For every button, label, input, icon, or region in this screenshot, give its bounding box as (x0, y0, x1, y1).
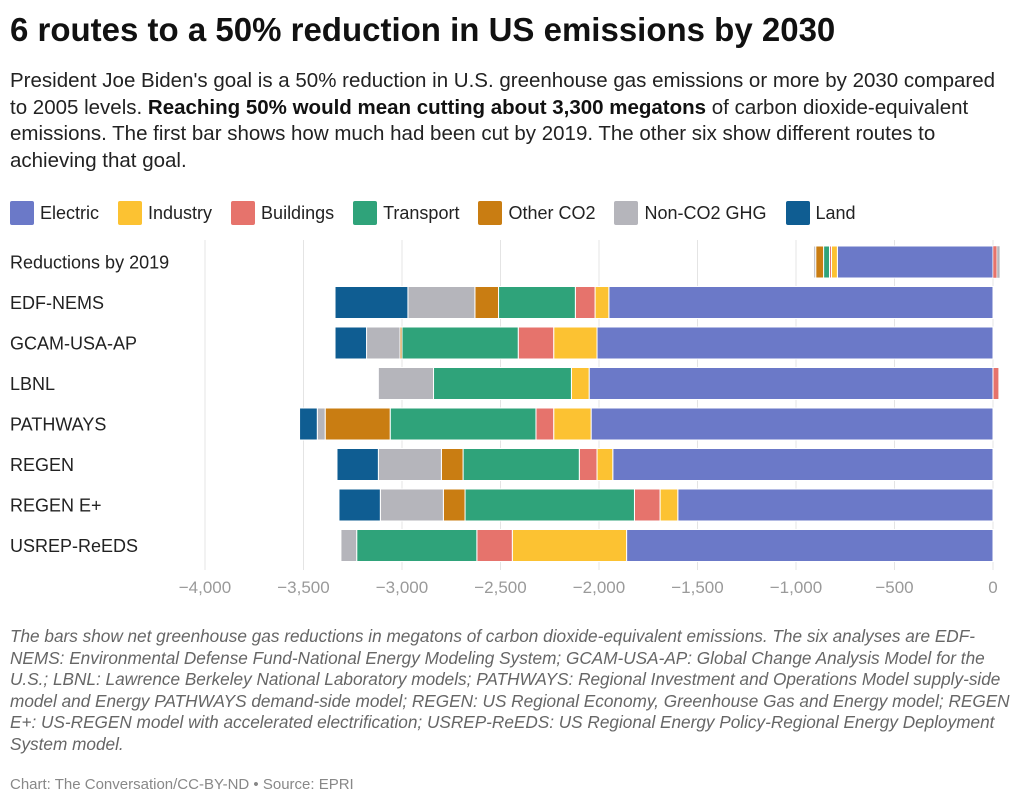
bar-segment-transport (433, 367, 572, 400)
bar-segment-buildings (574, 286, 596, 319)
category-label: PATHWAYS (10, 415, 106, 435)
bar-segment-transport (498, 286, 576, 319)
category-label: Reductions by 2019 (10, 253, 169, 273)
bar-segment-non-co2-ghg (366, 326, 401, 360)
bar-segment-buildings (992, 367, 1000, 400)
bar-segment-non-co2-ghg (996, 245, 1001, 279)
x-tick-label: −1,500 (671, 578, 723, 597)
bar-segment-non-co2-ghg (377, 367, 435, 400)
x-tick-label: −3,000 (376, 578, 428, 597)
bar-segment-electric (590, 407, 994, 441)
subtitle-text-2: of carbon dioxide-equivalent emissions. … (10, 95, 969, 172)
subtitle-bold-text: Reaching 50% would mean cutting about 3,… (147, 95, 707, 119)
bar-segment-other-co2 (474, 286, 500, 319)
category-label: REGEN (10, 455, 74, 475)
legend-label-other-co2: Other CO2 (508, 202, 596, 223)
bar-segment-industry (553, 407, 592, 441)
bar-segment-transport (823, 245, 830, 279)
bar-segment-buildings (578, 448, 598, 481)
bar-segment-buildings (633, 488, 661, 522)
category-label: LBNL (10, 374, 55, 394)
bar-segment-industry (594, 286, 610, 319)
stacked-bar-chart: −4,000 −3,500 −3,000 −2,500 −2,000 −1,500 −1,0… (10, 240, 1001, 597)
bar-segment-non-co2-ghg (340, 529, 358, 562)
chart-note: The bars show net greenhouse gas reducti… (10, 626, 1010, 754)
legend-swatch-buildings (231, 201, 256, 225)
x-tick-label: −4,000 (179, 578, 231, 597)
legend-item-non-co2-ghg: Non-CO2 GHG (614, 201, 767, 225)
legend-item-land: Land (785, 201, 856, 225)
x-tick-label: −1,000 (770, 578, 822, 597)
bar-segment-industry (553, 326, 598, 360)
bar-segment-industry (596, 448, 614, 481)
legend-item-buildings: Buildings (231, 201, 334, 225)
legend-label-non-co2-ghg: Non-CO2 GHG (644, 202, 767, 223)
chart-subtitle: President Joe Biden's goal is a 50% redu… (10, 68, 1015, 174)
legend-swatch-electric (10, 201, 34, 225)
bar-segment-transport (462, 448, 580, 481)
bar-segment-electric (677, 488, 994, 522)
bar-segment-land (334, 286, 409, 319)
chart-credit: Chart: The Conversation/CC-BY-ND • Sourc… (10, 776, 354, 793)
bar-segment-electric (608, 286, 994, 319)
x-tick-label: −3,500 (277, 578, 329, 597)
bar-segment-non-co2-ghg (379, 488, 444, 522)
bar-segment-electric (836, 245, 994, 279)
legend-label-transport: Transport (383, 202, 460, 223)
bar-segment-electric (612, 448, 994, 481)
bar-segment-land (336, 448, 379, 481)
legend-label-land: Land (815, 202, 856, 223)
bar-segment-land (338, 488, 381, 522)
bar-segment-non-co2-ghg (813, 245, 817, 279)
chart-title: 6 routes to a 50% reduction in US emissi… (10, 11, 836, 48)
category-label: EDF-NEMS (10, 293, 104, 313)
legend-item-electric: Electric (10, 201, 99, 225)
category-label: GCAM-USA-AP (10, 334, 137, 354)
bar-segment-non-co2-ghg (407, 286, 476, 319)
bar-segment-industry (659, 488, 679, 522)
bar-segment-buildings (535, 407, 555, 441)
legend-label-industry: Industry (148, 202, 213, 223)
bar-segment-transport (464, 488, 635, 522)
x-tick-label: 0 (988, 578, 997, 597)
bar-segment-non-co2-ghg (316, 407, 326, 441)
bar-segment-electric (588, 367, 994, 400)
bar-segment-electric (596, 326, 994, 360)
bar-segment-other-co2 (815, 245, 825, 279)
legend-label-buildings: Buildings (261, 202, 335, 223)
bar-segment-land (299, 407, 318, 441)
subtitle-text-1: President Joe Biden's goal is a 50% redu… (10, 69, 996, 119)
legend-swatch-non-co2-ghg (614, 201, 639, 225)
bar-segment-transport (389, 407, 537, 441)
bar-segment-land (334, 326, 368, 360)
legend-swatch-transport (353, 201, 378, 225)
bar-segment-buildings (517, 326, 555, 360)
bar-segment-buildings (476, 529, 513, 562)
category-label: USREP-ReEDS (10, 536, 138, 556)
x-tick-label: −2,500 (474, 578, 526, 597)
category-label: REGEN E+ (10, 496, 102, 516)
bar-segment-non-co2-ghg (377, 448, 442, 481)
legend-swatch-land (785, 201, 810, 225)
legend-item-other-co2: Other CO2 (478, 201, 595, 225)
bar-segment-transport (356, 529, 478, 562)
legend: Electric Industry Buildings Transport Other … (10, 200, 875, 226)
bar-segment-other-co2 (440, 448, 464, 481)
bar-segment-industry (570, 367, 590, 400)
bar-segment-electric (626, 529, 994, 562)
legend-label-electric: Electric (40, 202, 100, 223)
bar-segment-buildings (992, 245, 998, 279)
bar-segment-other-co2 (324, 407, 391, 441)
x-tick-label: −2,000 (573, 578, 625, 597)
legend-swatch-industry (118, 201, 143, 225)
legend-item-industry: Industry (118, 201, 212, 225)
legend-swatch-other-co2 (478, 201, 503, 225)
x-tick-label: −500 (875, 578, 913, 597)
bar-segment-other-co2 (442, 488, 466, 522)
legend-item-transport: Transport (353, 201, 459, 225)
bar-segment-transport (401, 326, 519, 360)
bar-segment-industry (830, 245, 838, 279)
bar-segment-industry (511, 529, 628, 562)
